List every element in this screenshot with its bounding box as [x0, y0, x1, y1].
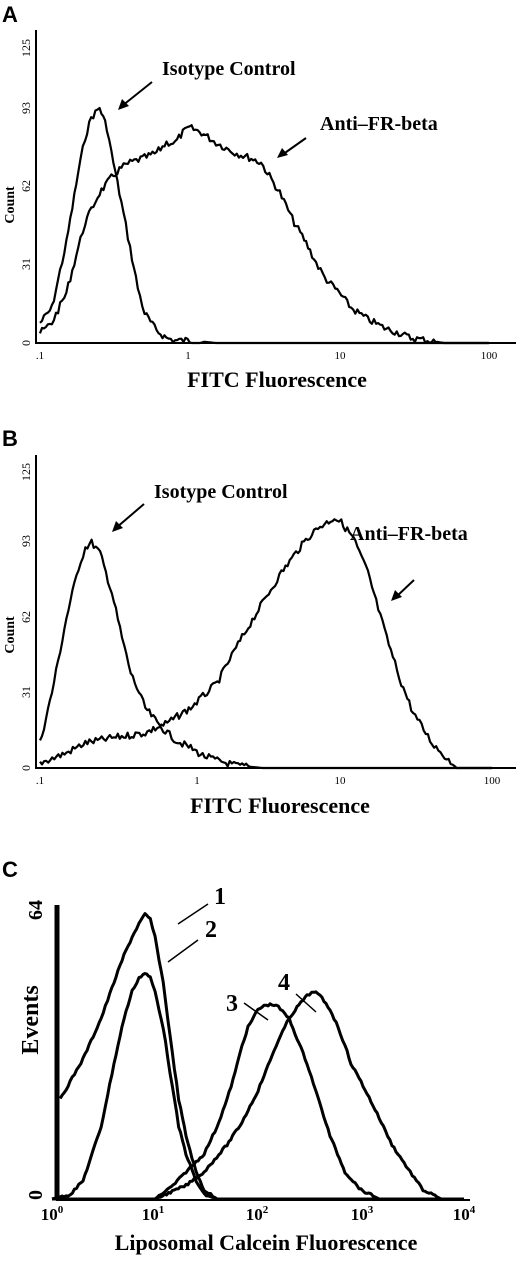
panel-c-x-tick-10000-exp: 4	[470, 1204, 476, 1216]
panel-b: B Count 0 31 62 93 125 .1 1 10 100 FITC …	[2, 426, 516, 818]
panel-c-leader-4	[295, 993, 317, 1013]
panel-b-x-ticks: .1 1 10 100	[36, 775, 501, 787]
panel-a-x-ticks: .1 1 10 100	[36, 350, 498, 362]
panel-b-annotation-anti: Anti–FR-beta	[350, 523, 468, 545]
panel-c-x-ticks: 100 101 102 103 104	[41, 1204, 476, 1224]
panel-a-x-tick-100: 100	[481, 350, 498, 362]
panel-c-annotation-3: 3	[226, 991, 238, 1017]
panel-a-y-tick-31: 31	[19, 258, 33, 270]
panel-a-curves	[38, 106, 489, 345]
panel-a-x-label: FITC Fluorescence	[187, 367, 367, 392]
panel-a-arrowhead-anti	[277, 148, 288, 158]
panel-c-series-3-line	[52, 1002, 464, 1201]
panel-a-arrow-isotype	[121, 81, 153, 107]
panel-c-x-tick-100-exp: 2	[263, 1204, 269, 1216]
panel-b-y-ticks: 0 31 62 93 125	[19, 463, 33, 771]
panel-c-x-tick-100-base: 10	[246, 1205, 263, 1224]
panel-b-x-tick-1: 1	[194, 775, 200, 787]
panel-b-curves	[39, 518, 492, 770]
panel-c-y-label: Events	[18, 985, 44, 1054]
panel-b-y-tick-125: 125	[19, 463, 33, 481]
panel-a-series-2-line	[38, 124, 489, 345]
panel-c-x-tick-10: 101	[142, 1204, 165, 1224]
panel-a-y-tick-62: 62	[19, 180, 33, 192]
panel-b-arrowhead-isotype	[112, 521, 123, 532]
panel-a-y-tick-93: 93	[19, 102, 33, 114]
panel-b-series-2-line	[39, 518, 492, 770]
panel-a-y-label-text: Count	[3, 186, 18, 224]
panel-c-curves	[51, 905, 464, 1201]
panel-a-arrowhead-isotype	[118, 99, 129, 110]
panel-b-y-tick-0: 0	[19, 765, 33, 771]
panel-c-annotation-1: 1	[214, 884, 226, 910]
panel-b-y-label-text: Count	[3, 616, 18, 654]
panel-a-y-tick-125: 125	[19, 39, 33, 57]
panel-c-x-tick-10000-base: 10	[453, 1205, 470, 1224]
panel-a-annotation-isotype: Isotype Control	[162, 58, 296, 80]
panel-a-x-tick-0.1: .1	[36, 350, 44, 362]
panel-a-y-label: Count	[3, 186, 18, 224]
panel-c-series-4-line	[52, 990, 464, 1201]
panel-c-y-tick-0: 0	[25, 1190, 47, 1200]
panel-a-series-1-line	[39, 106, 489, 345]
panel-b-x-tick-100: 100	[484, 775, 501, 787]
panel-b-annotations: Isotype Control Anti–FR-beta	[112, 481, 468, 601]
panel-c-x-tick-10-base: 10	[142, 1205, 159, 1224]
panel-c-y-tick-64: 64	[25, 900, 47, 920]
panel-c-x-tick-1: 100	[41, 1204, 64, 1224]
panel-c-annotation-4: 4	[278, 970, 290, 996]
panel-b-x-tick-0.1: .1	[36, 775, 44, 787]
panel-c-leader-3	[243, 1002, 269, 1021]
panel-b-annotation-isotype: Isotype Control	[154, 481, 288, 503]
panel-c-series-1-line	[58, 912, 464, 1201]
panel-c-x-tick-1000-exp: 3	[368, 1204, 374, 1216]
panel-c-x-tick-1-base: 10	[41, 1205, 58, 1224]
panel-b-y-tick-93: 93	[19, 535, 33, 547]
panel-a-annotation-anti: Anti–FR-beta	[320, 113, 438, 135]
panel-a-x-tick-1: 1	[185, 350, 191, 362]
panel-letter-a: A	[2, 2, 18, 27]
panel-b-y-tick-31: 31	[19, 686, 33, 698]
panel-c-y-ticks: 0 64	[25, 900, 47, 1200]
panel-b-arrowhead-anti	[391, 590, 402, 601]
panel-c-x-tick-1000: 103	[351, 1204, 374, 1224]
panel-c-x-tick-100: 102	[246, 1204, 269, 1224]
panel-c-x-label: Liposomal Calcein Fluorescence	[115, 1230, 418, 1255]
panel-b-series-1-line	[39, 538, 492, 770]
panel-b-y-tick-62: 62	[19, 611, 33, 623]
panel-c-x-tick-1-exp: 0	[58, 1204, 64, 1216]
panel-c-leader-1	[177, 903, 209, 925]
panel-c-y-label-text: Events	[18, 985, 44, 1054]
panel-c-annotation-2: 2	[205, 917, 217, 943]
panel-b-y-label: Count	[3, 616, 18, 654]
panel-letter-b: B	[2, 426, 18, 451]
panel-b-x-label: FITC Fluorescence	[190, 793, 370, 818]
panel-a-y-tick-0: 0	[19, 340, 33, 346]
panel-c-x-tick-10000: 104	[453, 1204, 476, 1224]
panel-c-annotations: 1 2 3 4	[167, 884, 317, 1021]
panel-b-x-tick-10: 10	[335, 775, 347, 787]
panel-c-x-tick-10-exp: 1	[159, 1204, 165, 1216]
panel-c-leader-2	[167, 939, 199, 963]
panel-b-arrow-isotype	[115, 503, 145, 529]
panel-c-x-tick-1000-base: 10	[351, 1205, 368, 1224]
panel-letter-c: C	[2, 857, 18, 882]
panel-c: C Events 0 64 100 101 102 103 104 Liposo…	[2, 857, 476, 1255]
panel-a-y-ticks: 0 31 62 93 125	[19, 39, 33, 346]
panel-a-annotations: Isotype Control Anti–FR-beta	[118, 58, 438, 158]
panel-a: A Count 0 31 62 93 125 .1 1 10 100 FITC …	[2, 2, 516, 392]
panel-a-arrow-anti	[281, 137, 307, 156]
panel-a-x-tick-10: 10	[335, 350, 347, 362]
